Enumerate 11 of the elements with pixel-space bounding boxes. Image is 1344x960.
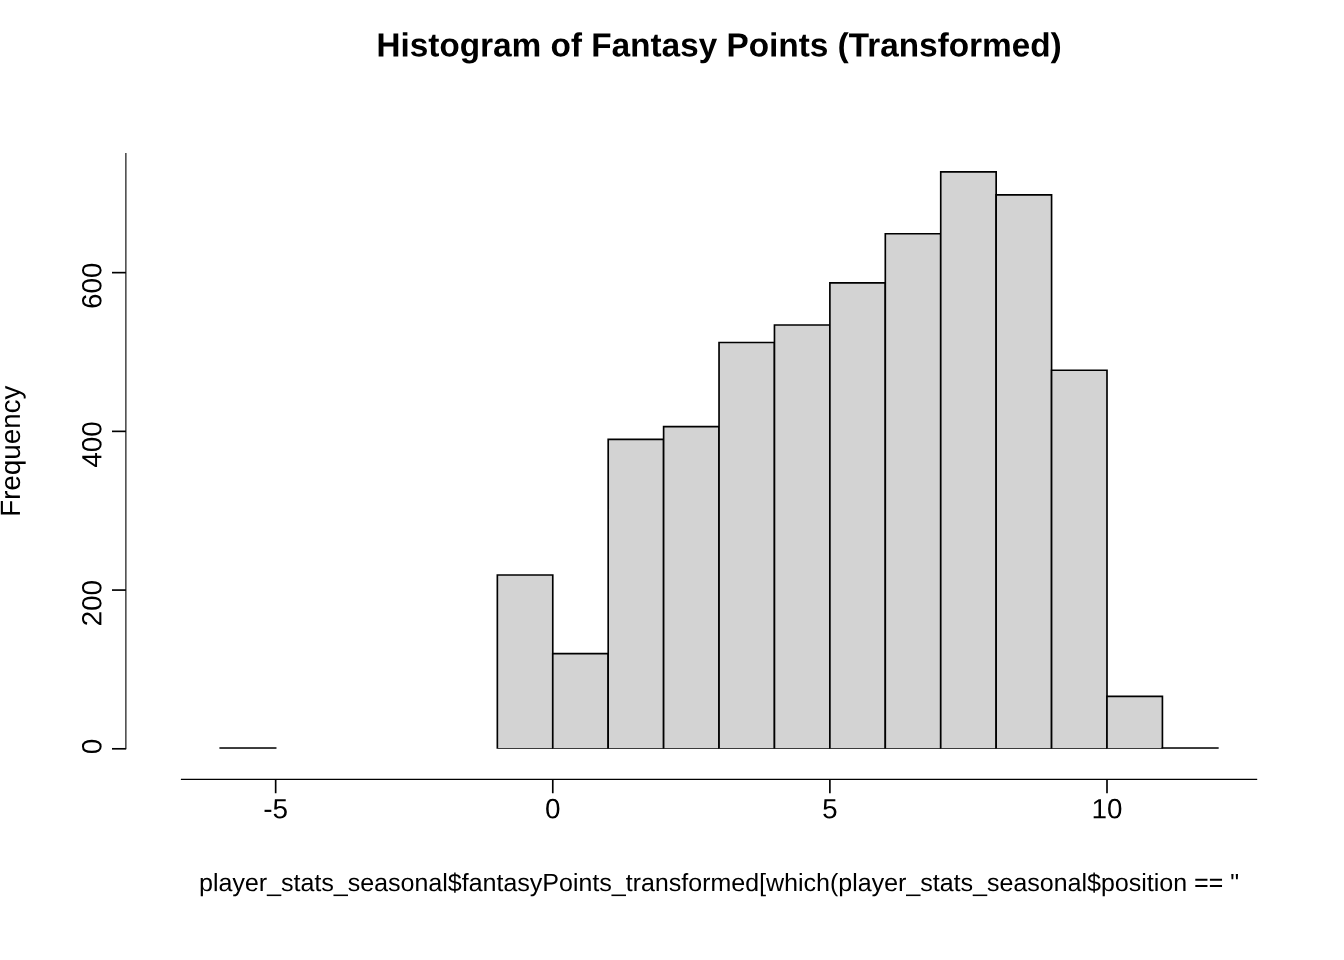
x-tick-label: 0: [546, 798, 560, 819]
x-tick-label: 10: [1093, 798, 1122, 819]
chart-title: Histogram of Fantasy Points (Transformed): [378, 32, 1061, 64]
x-axis-title: player_stats_seasonal$fantasyPoints_transformed[which(player_stats_seasonal$position == ": [200, 872, 1239, 897]
x-tick-label: 5: [823, 799, 837, 819]
y-tick-label: 400: [81, 422, 102, 467]
y-tick-label: 200: [81, 581, 102, 625]
y-tick-label: 0: [81, 739, 102, 754]
y-axis-title: Frequency: [0, 385, 26, 515]
y-tick-label: 600: [81, 263, 102, 308]
x-tick-label: -5: [264, 799, 287, 819]
